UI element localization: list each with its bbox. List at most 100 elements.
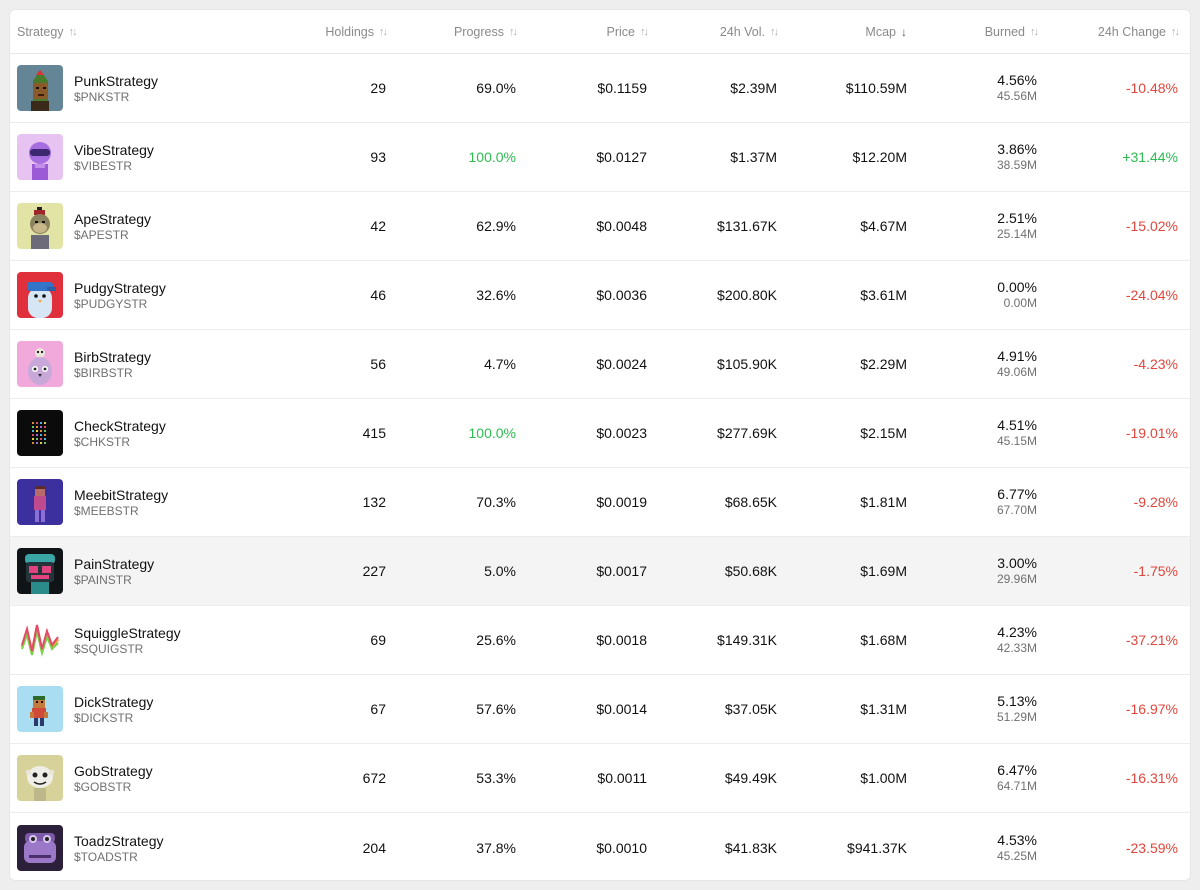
burned-cell: 5.13% 51.29M	[907, 693, 1037, 725]
mcap-value: $2.29M	[860, 356, 907, 372]
strategy-cell: PunkStrategy $PNKSTR	[10, 65, 256, 111]
strategy-name-block: GobStrategy $GOBSTR	[74, 762, 153, 794]
volume-cell: $105.90K	[647, 356, 777, 372]
change-value: -16.31%	[1125, 770, 1178, 786]
holdings-cell: 227	[256, 563, 386, 579]
meebit-avatar-icon	[17, 479, 63, 525]
volume-value: $131.67K	[717, 218, 777, 234]
column-label: Strategy	[17, 24, 64, 39]
strategy-name: SquiggleStrategy	[74, 625, 181, 641]
table-row[interactable]: DickStrategy $DICKSTR 67 57.6% $0.0014 $…	[10, 675, 1190, 744]
strategy-cell: MeebitStrategy $MEEBSTR	[10, 479, 256, 525]
progress-cell: 53.3%	[386, 770, 516, 786]
holdings-value: 42	[370, 218, 386, 234]
gob-avatar-icon	[17, 755, 63, 801]
change-value: -10.48%	[1125, 80, 1178, 96]
column-header-change[interactable]: 24h Change ↑↓	[1037, 25, 1180, 39]
burned-block: 3.86% 38.59M	[997, 141, 1037, 173]
holdings-cell: 415	[256, 425, 386, 441]
change-value: -1.75%	[1133, 563, 1178, 579]
price-value: $0.0018	[596, 632, 647, 648]
volume-cell: $49.49K	[647, 770, 777, 786]
price-value: $0.0024	[596, 356, 647, 372]
burned-block: 0.00% 0.00M	[997, 279, 1037, 311]
progress-cell: 57.6%	[386, 701, 516, 717]
strategy-name-block: DickStrategy $DICKSTR	[74, 693, 153, 725]
column-header-volume[interactable]: 24h Vol. ↑↓	[647, 24, 779, 39]
column-header-mcap[interactable]: Mcap ↓	[777, 25, 907, 39]
change-value: -24.04%	[1125, 287, 1178, 303]
strategy-ticker: $APESTR	[74, 228, 129, 242]
progress-cell: 32.6%	[386, 287, 516, 303]
progress-cell: 62.9%	[386, 218, 516, 234]
strategy-name: PunkStrategy	[74, 73, 159, 89]
burned-percent: 0.00%	[997, 279, 1037, 295]
burned-percent: 4.51%	[997, 417, 1037, 433]
progress-value: 100.0%	[468, 425, 516, 441]
holdings-value: 227	[362, 563, 386, 579]
burned-percent: 4.56%	[997, 72, 1037, 88]
volume-value: $37.05K	[724, 701, 777, 717]
burned-cell: 4.23% 42.33M	[907, 624, 1037, 656]
burned-percent: 6.47%	[997, 762, 1037, 778]
sort-descending-icon: ↓	[901, 24, 907, 39]
table-row[interactable]: VibeStrategy $VIBESTR 93 100.0% $0.0127 …	[10, 123, 1190, 192]
strategy-ticker: $VIBESTR	[74, 159, 133, 173]
price-cell: $0.0036	[516, 287, 647, 303]
progress-value: 32.6%	[476, 287, 516, 303]
table-row[interactable]: BirbStrategy $BIRBSTR 56 4.7% $0.0024 $1…	[10, 330, 1190, 399]
column-label: 24h Vol.	[719, 24, 765, 39]
price-value: $0.0048	[596, 218, 647, 234]
table-row[interactable]: SquiggleStrategy $SQUIGSTR 69 25.6% $0.0…	[10, 606, 1190, 675]
burned-amount: 45.25M	[996, 848, 1037, 863]
price-cell: $0.0014	[516, 701, 647, 717]
burned-block: 5.13% 51.29M	[997, 693, 1037, 725]
change-cell: -10.48%	[1037, 80, 1178, 96]
column-header-progress[interactable]: Progress ↑↓	[386, 25, 518, 39]
table-row[interactable]: PunkStrategy $PNKSTR 29 69.0% $0.1159 $2…	[10, 54, 1190, 123]
progress-value: 5.0%	[484, 563, 516, 579]
column-header-holdings[interactable]: Holdings ↑↓	[256, 24, 388, 39]
price-cell: $0.1159	[516, 80, 647, 96]
strategy-name-block: VibeStrategy $VIBESTR	[74, 141, 154, 173]
progress-value: 53.3%	[476, 770, 516, 786]
strategy-name: ToadzStrategy	[74, 832, 164, 849]
mcap-cell: $1.00M	[777, 770, 907, 786]
table-row[interactable]: CheckStrategy $CHKSTR 415 100.0% $0.0023…	[10, 399, 1190, 468]
volume-value: $1.37M	[730, 149, 777, 165]
change-value: -23.59%	[1125, 839, 1178, 856]
table-row[interactable]: ApeStrategy $APESTR 42 62.9% $0.0048 $13…	[10, 192, 1190, 261]
table-row[interactable]: ToadzStrategy $TOADSTR 204 37.8% $0.0010…	[10, 813, 1190, 880]
strategy-name: PudgyStrategy	[74, 280, 166, 296]
strategy-ticker: $SQUIGSTR	[74, 642, 144, 656]
column-header-burned[interactable]: Burned ↑↓	[907, 25, 1039, 39]
table-row[interactable]: PainStrategy $PAINSTR 227 5.0% $0.0017 $…	[10, 537, 1190, 606]
column-label: Holdings	[325, 24, 374, 39]
mcap-cell: $941.37K	[777, 840, 907, 856]
change-value: -19.01%	[1125, 425, 1178, 441]
column-header-price[interactable]: Price ↑↓	[516, 25, 649, 39]
holdings-cell: 93	[256, 149, 386, 165]
table-row[interactable]: GobStrategy $GOBSTR 672 53.3% $0.0011 $4…	[10, 744, 1190, 813]
mcap-value: $1.00M	[860, 770, 907, 786]
change-cell: -1.75%	[1037, 563, 1178, 579]
birb-avatar-icon	[17, 341, 63, 387]
holdings-value: 204	[362, 839, 386, 856]
price-cell: $0.0018	[516, 632, 647, 648]
progress-cell: 100.0%	[386, 425, 516, 441]
strategy-name-block: PunkStrategy $PNKSTR	[74, 72, 158, 104]
volume-value: $200.80K	[717, 287, 777, 303]
mcap-cell: $4.67M	[777, 218, 907, 234]
burned-cell: 0.00% 0.00M	[907, 279, 1037, 311]
table-row[interactable]: PudgyStrategy $PUDGYSTR 46 32.6% $0.0036…	[10, 261, 1190, 330]
dick-avatar-icon	[17, 686, 63, 732]
table-row[interactable]: MeebitStrategy $MEEBSTR 132 70.3% $0.001…	[10, 468, 1190, 537]
progress-cell: 70.3%	[386, 494, 516, 510]
sort-icon: ↑↓	[770, 25, 779, 38]
holdings-value: 56	[370, 356, 386, 372]
holdings-cell: 56	[256, 356, 386, 372]
checks-avatar-icon	[17, 410, 63, 456]
column-header-strategy[interactable]: Strategy ↑↓	[10, 25, 256, 39]
holdings-cell: 132	[256, 494, 386, 510]
price-value: $0.0127	[596, 149, 647, 165]
